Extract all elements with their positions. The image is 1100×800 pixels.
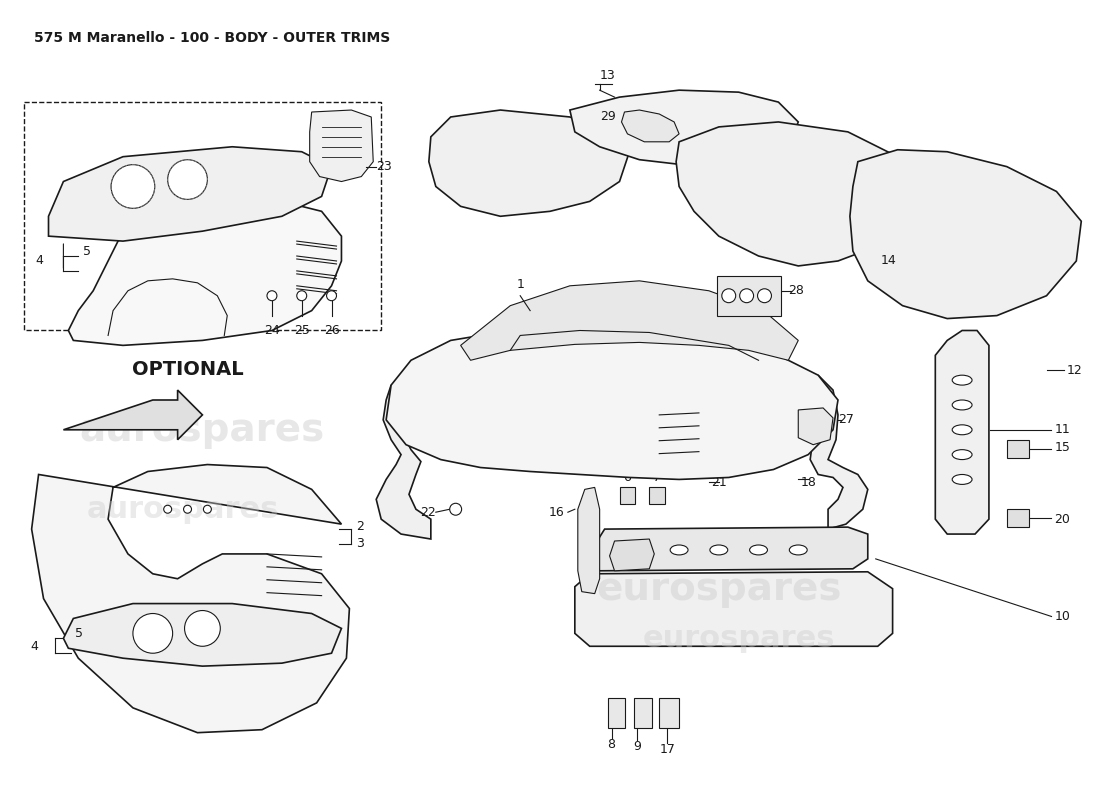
Circle shape — [758, 289, 771, 302]
Polygon shape — [575, 572, 892, 646]
Text: 28: 28 — [789, 284, 804, 298]
Polygon shape — [811, 375, 868, 529]
Text: 575 M Maranello - 100 - BODY - OUTER TRIMS: 575 M Maranello - 100 - BODY - OUTER TRI… — [34, 30, 389, 45]
Circle shape — [167, 160, 208, 199]
Circle shape — [133, 614, 173, 654]
Circle shape — [297, 290, 307, 301]
Circle shape — [739, 289, 754, 302]
Text: 4: 4 — [31, 640, 38, 653]
Text: 17: 17 — [659, 742, 675, 756]
Text: 13: 13 — [600, 70, 616, 82]
Polygon shape — [64, 390, 202, 440]
Text: 4: 4 — [35, 254, 44, 267]
Text: 12: 12 — [1066, 364, 1082, 377]
Text: 15: 15 — [1055, 441, 1070, 454]
Polygon shape — [32, 465, 350, 733]
Text: 25: 25 — [294, 323, 310, 337]
Ellipse shape — [630, 545, 648, 555]
Text: 8: 8 — [607, 738, 616, 750]
FancyBboxPatch shape — [1006, 510, 1028, 527]
Text: eurospares: eurospares — [642, 624, 835, 653]
Text: 2: 2 — [356, 520, 364, 533]
Polygon shape — [64, 603, 341, 666]
Text: 1: 1 — [516, 278, 524, 290]
FancyBboxPatch shape — [1006, 440, 1028, 458]
Text: 21: 21 — [711, 476, 727, 489]
Polygon shape — [429, 110, 629, 216]
Text: 20: 20 — [1055, 513, 1070, 526]
Ellipse shape — [953, 400, 972, 410]
Ellipse shape — [953, 450, 972, 459]
Ellipse shape — [953, 375, 972, 385]
Polygon shape — [609, 539, 654, 571]
Ellipse shape — [710, 545, 728, 555]
Text: 14: 14 — [881, 254, 896, 267]
Polygon shape — [607, 698, 626, 728]
Circle shape — [204, 506, 211, 514]
Text: 26: 26 — [323, 323, 340, 337]
Circle shape — [164, 506, 172, 514]
Text: 19: 19 — [617, 541, 634, 554]
Text: 10: 10 — [1055, 610, 1070, 623]
Polygon shape — [619, 487, 636, 504]
Text: 7: 7 — [653, 471, 661, 485]
Text: 16: 16 — [549, 506, 565, 518]
Polygon shape — [799, 408, 833, 445]
Polygon shape — [676, 122, 917, 266]
Circle shape — [327, 290, 337, 301]
Polygon shape — [48, 146, 331, 241]
Circle shape — [722, 289, 736, 302]
Text: 3: 3 — [356, 538, 364, 550]
Polygon shape — [621, 110, 679, 142]
Ellipse shape — [790, 545, 807, 555]
Polygon shape — [578, 487, 600, 594]
Circle shape — [185, 610, 220, 646]
Text: 6: 6 — [624, 471, 631, 485]
Ellipse shape — [749, 545, 768, 555]
Text: 5: 5 — [84, 245, 91, 258]
Polygon shape — [590, 527, 868, 571]
Text: 29: 29 — [600, 110, 616, 123]
Polygon shape — [659, 698, 679, 728]
Text: 22: 22 — [420, 506, 436, 518]
Circle shape — [111, 165, 155, 208]
Text: 5: 5 — [75, 627, 84, 640]
Text: aurospares: aurospares — [80, 410, 326, 449]
Polygon shape — [461, 281, 799, 360]
Polygon shape — [376, 385, 431, 539]
Polygon shape — [649, 487, 666, 504]
Ellipse shape — [670, 545, 688, 555]
Text: eurospares: eurospares — [596, 570, 842, 608]
Text: 11: 11 — [1055, 423, 1070, 436]
Polygon shape — [386, 329, 838, 479]
Text: 23: 23 — [376, 160, 392, 173]
Polygon shape — [68, 202, 341, 346]
Circle shape — [267, 290, 277, 301]
Polygon shape — [570, 90, 799, 166]
Text: 24: 24 — [264, 323, 279, 337]
Polygon shape — [635, 698, 652, 728]
Text: 18: 18 — [801, 476, 816, 489]
Ellipse shape — [953, 474, 972, 485]
Polygon shape — [935, 330, 989, 534]
Circle shape — [450, 503, 462, 515]
Ellipse shape — [953, 425, 972, 434]
Text: 27: 27 — [838, 414, 854, 426]
Text: 9: 9 — [634, 740, 641, 753]
Circle shape — [184, 506, 191, 514]
Text: OPTIONAL: OPTIONAL — [132, 360, 243, 379]
Polygon shape — [850, 150, 1081, 318]
FancyBboxPatch shape — [717, 276, 781, 315]
Text: aurospares: aurospares — [87, 494, 278, 524]
Polygon shape — [310, 110, 373, 182]
